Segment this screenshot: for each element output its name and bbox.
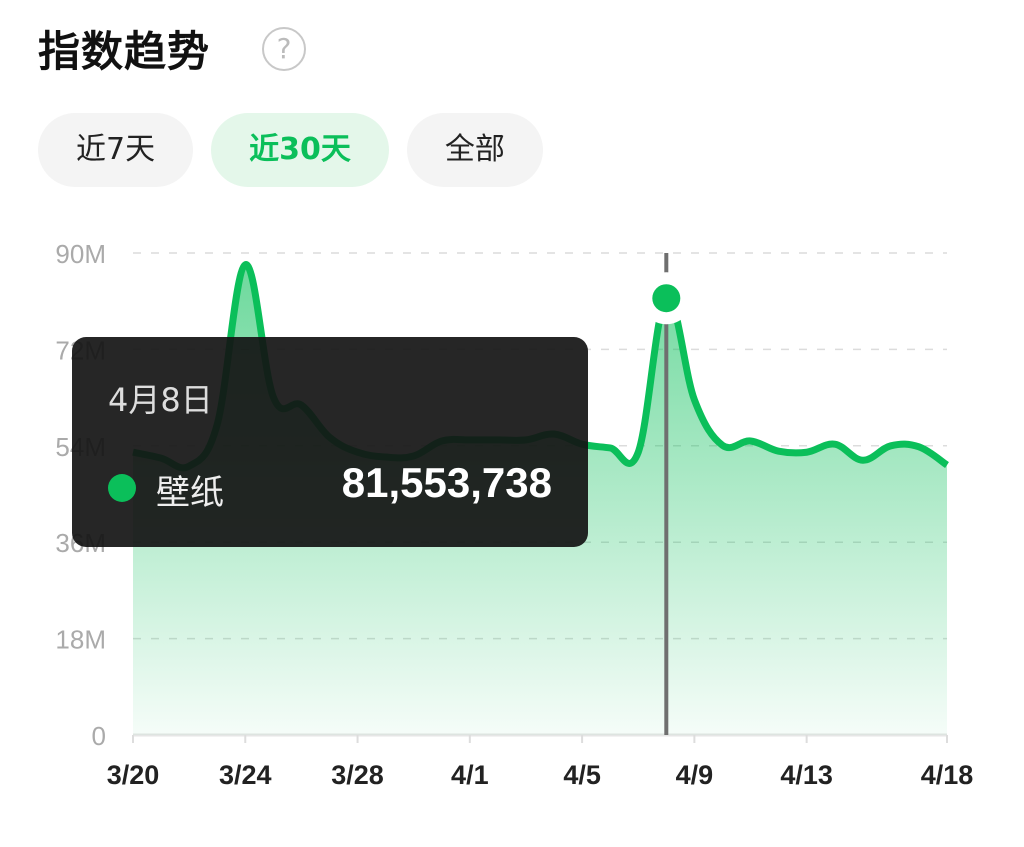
y-tick-label: 18M <box>55 625 106 655</box>
y-tick-label: 90M <box>55 239 106 269</box>
tooltip: 4月8日 壁纸 81,553,738 <box>72 337 588 547</box>
x-tick-label: 3/24 <box>219 760 272 790</box>
page-title: 指数趋势 <box>38 27 211 76</box>
tab-30-days[interactable]: 近30天 <box>211 113 389 187</box>
series-dot-icon <box>108 474 136 502</box>
tooltip-date: 4月8日 <box>108 381 213 419</box>
tooltip-value: 81,553,738 <box>341 459 552 506</box>
x-tick-label: 4/1 <box>451 760 489 790</box>
highlight-point[interactable] <box>652 284 681 313</box>
tab-all[interactable]: 全部 <box>406 113 543 187</box>
y-tick-label: 0 <box>92 721 106 751</box>
x-tick-label: 4/13 <box>780 760 833 790</box>
question-circle-icon[interactable]: ? <box>262 27 306 71</box>
x-tick-label: 3/28 <box>331 760 384 790</box>
x-tick-label: 3/20 <box>107 760 160 790</box>
x-tick-label: 4/5 <box>563 760 601 790</box>
range-tabs: 近7天 近30天 全部 <box>38 113 543 187</box>
tab-7-days[interactable]: 近7天 <box>38 113 194 187</box>
x-tick-label: 4/18 <box>921 760 974 790</box>
tooltip-series-name: 壁纸 <box>156 473 224 513</box>
x-tick-label: 4/9 <box>676 760 714 790</box>
